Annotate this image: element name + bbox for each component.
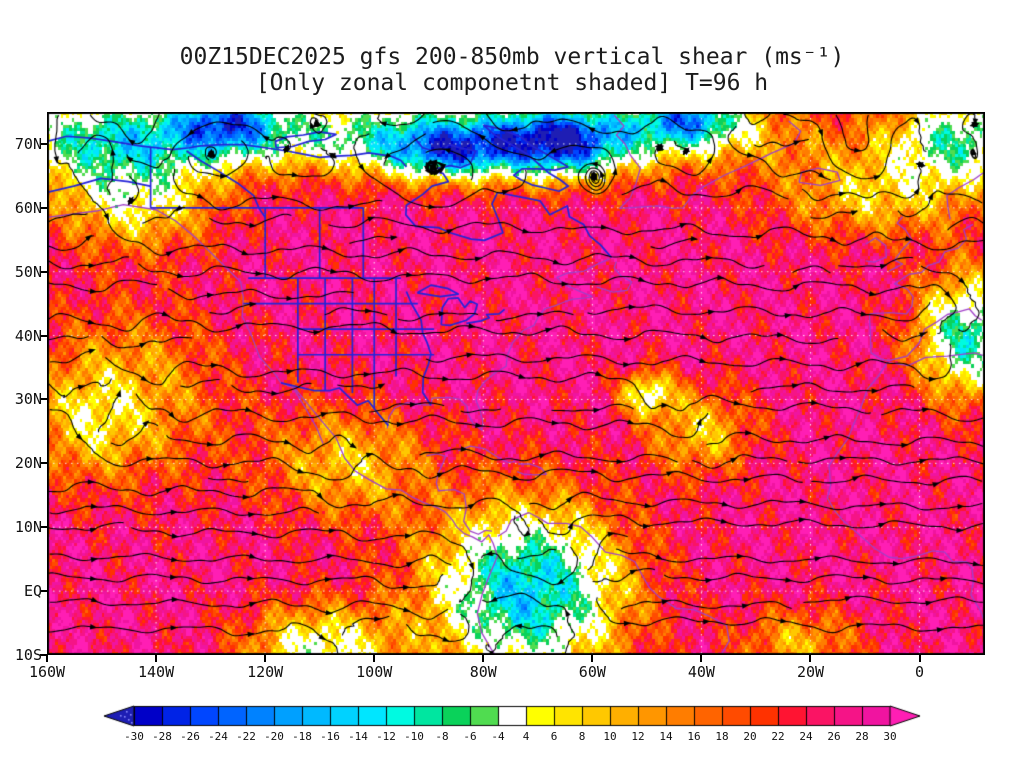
lat-tick [40, 590, 47, 593]
colorbar-tick-label: 26 [827, 730, 841, 743]
colorbar-tick-label: -6 [463, 730, 477, 743]
colorbar-tick-label: -8 [435, 730, 449, 743]
colorbar-tick-label: 12 [631, 730, 645, 743]
colorbar-tick-label: 22 [771, 730, 785, 743]
lon-tick-label: 80W [469, 663, 497, 681]
lon-tick [809, 655, 812, 662]
lat-tick [40, 206, 47, 209]
colorbar-tick-label: 8 [578, 730, 586, 743]
lat-tick [40, 334, 47, 337]
colorbar-tick-label: 28 [855, 730, 869, 743]
colorbar-tick-label: 18 [715, 730, 729, 743]
lat-tick-label: 10S [14, 646, 42, 664]
lon-tick-label: 140W [138, 663, 175, 681]
colorbar-tick-label: -26 [180, 730, 200, 743]
chart-title-line1: 00Z15DEC2025 gfs 200-850mb vertical shea… [179, 44, 845, 70]
lon-tick [700, 655, 703, 662]
colorbar-tick-label: -14 [348, 730, 368, 743]
lat-tick [40, 270, 47, 273]
lat-tick-label: 60N [14, 198, 42, 217]
lat-tick [40, 654, 47, 656]
colorbar-tick-label: 20 [743, 730, 757, 743]
lon-tick-label: 0 [915, 663, 925, 681]
colorbar-tick-label: -12 [376, 730, 396, 743]
lon-tick [482, 655, 485, 662]
lat-tick [40, 462, 47, 465]
shear-map-canvas [47, 112, 985, 655]
lat-tick-label: 30N [14, 390, 42, 409]
colorbar-tick-label: 6 [550, 730, 558, 743]
colorbar-tick-label: 10 [603, 730, 617, 743]
colorbar-canvas [102, 704, 922, 728]
lon-tick-label: 120W [247, 663, 284, 681]
lon-tick-label: 160W [28, 663, 66, 681]
lon-tick [918, 655, 921, 662]
map-plot-area [47, 112, 985, 655]
chart-title: 00Z15DEC2025 gfs 200-850mb vertical shea… [0, 44, 1024, 96]
colorbar-tick-label: -10 [404, 730, 424, 743]
colorbar-tick-label: -28 [152, 730, 172, 743]
chart-title-line2: [Only zonal componetnt shaded] T=96 h [255, 70, 769, 96]
colorbar-tick-label: 30 [883, 730, 897, 743]
colorbar: -30 -28 -26 -24 -22 -20 -18 -16 -14 -12 -10 -8 -6 -4 4… [102, 704, 922, 748]
lon-tick [46, 655, 48, 662]
lon-tick-label: 20W [796, 663, 825, 681]
colorbar-tick-label: -4 [491, 730, 505, 743]
colorbar-tick-label: 4 [522, 730, 530, 743]
lon-tick [373, 655, 376, 662]
lon-tick [591, 655, 594, 662]
colorbar-tick-label: -16 [320, 730, 340, 743]
colorbar-tick-label: 16 [687, 730, 701, 743]
lat-tick [40, 398, 47, 401]
lat-tick-label: 50N [14, 262, 42, 281]
lat-tick-label: EQ [23, 582, 42, 601]
lon-tick [264, 655, 267, 662]
colorbar-tick-label: 24 [799, 730, 813, 743]
lon-tick-label: 40W [687, 663, 715, 681]
lat-tick-label: 70N [14, 134, 42, 153]
colorbar-tick-label: -24 [208, 730, 228, 743]
colorbar-tick-label: -22 [236, 730, 256, 743]
colorbar-tick-label: -30 [124, 730, 144, 743]
lat-tick-label: 40N [14, 326, 42, 345]
lat-tick [40, 142, 47, 145]
colorbar-tick-label: -20 [264, 730, 284, 743]
lat-tick-label: 10N [14, 518, 42, 537]
lon-tick-label: 60W [578, 663, 606, 681]
colorbar-tick-label: -18 [292, 730, 312, 743]
lat-tick [40, 526, 47, 529]
lat-tick-label: 20N [14, 454, 42, 473]
lon-tick-label: 100W [356, 663, 393, 681]
colorbar-tick-label: 14 [659, 730, 673, 743]
lon-tick [155, 655, 158, 662]
